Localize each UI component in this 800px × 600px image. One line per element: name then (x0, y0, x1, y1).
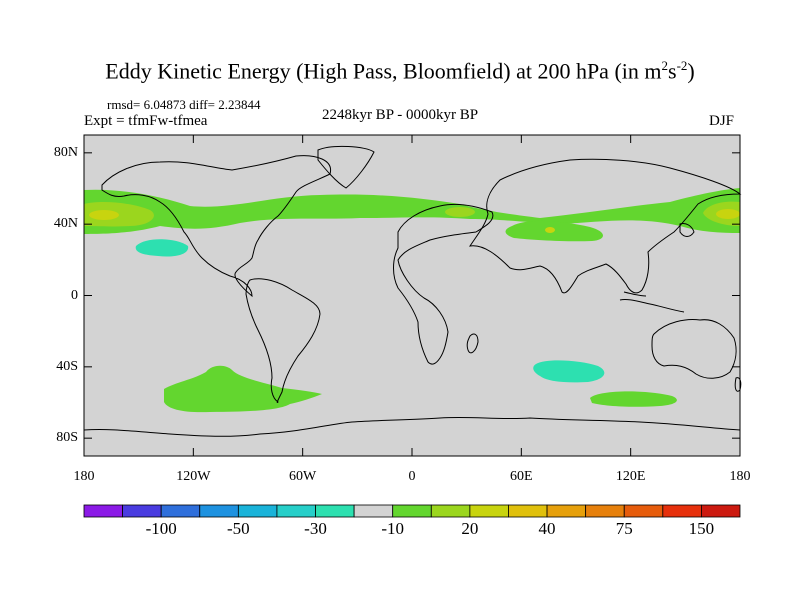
lat-ticks (84, 152, 740, 439)
east-pacific-negative (135, 239, 189, 257)
lat-tick-label: 80S (56, 430, 78, 446)
colorbar-label: -50 (227, 519, 250, 538)
colorbar-swatch (392, 504, 432, 518)
lon-tick-label: 60E (510, 469, 533, 484)
colorbar-label: 20 (461, 519, 479, 538)
colorbar-swatch (469, 504, 509, 518)
colorbar-label: 40 (538, 519, 556, 538)
colorbar-label: -30 (304, 519, 327, 538)
colorbar-swatch (430, 504, 471, 518)
lon-tick-label: 180 (73, 469, 95, 484)
lon-tick-label: 60W (289, 469, 317, 484)
colorbar-swatch (585, 504, 625, 518)
colorbar-swatch (237, 504, 278, 518)
season-label: DJF (709, 113, 735, 129)
central-pacific-max (84, 202, 154, 227)
central-asia-core (545, 227, 555, 233)
coastlines (83, 145, 742, 437)
lon-ticks (83, 135, 741, 456)
south-indian-positive (590, 391, 677, 407)
colorbar-swatch (199, 504, 239, 518)
indian-ocean-negative (533, 360, 605, 383)
west-pacific-core (716, 209, 740, 219)
colorbar-swatch (315, 504, 355, 518)
lat-tick-label: 0 (71, 287, 78, 303)
colorbar-swatch (701, 504, 741, 518)
colorbar (83, 504, 741, 518)
band-north-hemisphere (84, 188, 740, 234)
period-label: 2248kyr BP - 0000kyr BP (321, 107, 479, 123)
colorbar-label: 75 (615, 519, 633, 538)
colorbar-label: -100 (145, 519, 177, 538)
lat-tick-label: 40N (53, 216, 78, 232)
atlantic-segment (445, 207, 475, 217)
south-pacific-positive (164, 365, 322, 413)
lat-tick-label: 80N (53, 144, 78, 160)
colorbar-swatch (122, 504, 162, 518)
colorbar-swatch (83, 504, 123, 518)
colorbar-swatch (623, 504, 664, 518)
chart-title: Eddy Kinetic Energy (High Pass, Bloomfie… (105, 58, 695, 84)
colorbar-label: -10 (381, 519, 405, 538)
colorbar-swatch (662, 504, 702, 518)
colorbar-swatch (546, 504, 587, 518)
lon-tick-label: 180 (729, 469, 751, 484)
anomaly-fields (84, 188, 740, 413)
lon-tick-label: 120E (615, 469, 646, 484)
colorbar-swatch (276, 504, 316, 518)
lon-tick-label: 120W (176, 469, 211, 484)
lat-tick-label: 40S (56, 358, 78, 374)
colorbar-swatch (508, 504, 548, 518)
colorbar-label: 150 (688, 519, 715, 538)
colorbar-swatch (353, 504, 394, 518)
central-pacific-core (89, 210, 119, 220)
colorbar-swatch (160, 504, 201, 518)
stats-label: rmsd= 6.04873 diff= 2.23844 (107, 97, 261, 112)
experiment-label: Expt = tfmFw-tfmea (84, 113, 208, 129)
lon-tick-label: 0 (408, 469, 416, 484)
